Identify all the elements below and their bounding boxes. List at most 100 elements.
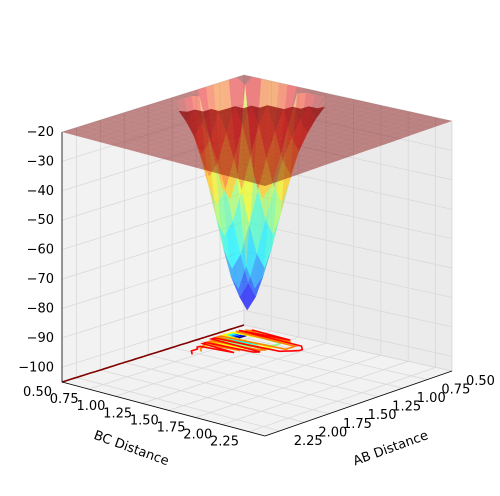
surface-patch (279, 173, 297, 178)
y-tick-label: 2.00 (183, 428, 212, 443)
surface-patch (278, 163, 295, 169)
surface-patch (216, 134, 233, 139)
surface-patch (335, 114, 352, 119)
surface-patch (286, 115, 303, 121)
surface-patch (161, 147, 179, 152)
surface-patch (211, 150, 228, 156)
surface-patch (375, 110, 393, 115)
floor-grid-y (142, 342, 327, 404)
surface-patch (305, 90, 322, 95)
surface-patch (255, 126, 272, 131)
surface-patch (310, 157, 327, 163)
surface-patch (303, 164, 320, 170)
surface-patch (270, 165, 287, 171)
surface-patch (135, 135, 152, 141)
surface-patch (306, 94, 323, 130)
surface-patch (142, 128, 159, 134)
surface-patch (228, 155, 245, 160)
surface-patch (137, 105, 154, 111)
surface-patch (420, 124, 437, 130)
surface-patch (176, 137, 193, 142)
surface-patch (195, 151, 212, 156)
surface-patch (118, 131, 135, 136)
surface-patch (77, 124, 94, 130)
surface-patch (293, 108, 310, 114)
surface-patch (258, 139, 275, 145)
surface-patch (174, 128, 191, 133)
surface-patch (338, 127, 355, 133)
surface-patch (240, 131, 257, 136)
wall-grid-z (243, 280, 453, 328)
surface-patch (187, 153, 204, 159)
surface-patch (214, 169, 231, 175)
surface-patch (288, 86, 305, 126)
surface-patch (344, 116, 361, 121)
surface-patch (179, 111, 196, 117)
surface-patch (260, 154, 277, 159)
surface-patch (249, 137, 266, 143)
surface-patch (112, 143, 129, 148)
surface-patch (326, 156, 343, 162)
surface-patch (160, 137, 177, 143)
surface-patch (99, 117, 116, 123)
surface-patch (238, 121, 255, 127)
surface-patch (208, 136, 225, 142)
surface-patch (199, 96, 216, 217)
x-tick-label: 0.50 (466, 374, 495, 389)
surface-patch (307, 143, 325, 148)
surface-patch (222, 122, 239, 127)
z-tick-label: −70 (27, 272, 54, 287)
surface-patch (272, 175, 289, 181)
surface-patch (245, 159, 262, 165)
surface-patch (196, 160, 213, 166)
surface-patch (315, 140, 332, 146)
surface-patch (323, 137, 340, 143)
surface-patch (235, 152, 253, 158)
surface-patch (231, 174, 248, 180)
surface-patch (252, 152, 269, 157)
surface-patch (322, 133, 339, 138)
surface-patch (238, 266, 255, 311)
gridlines (61, 74, 453, 433)
floor-grid-x (76, 377, 280, 432)
surface-patch (334, 154, 351, 159)
surface-patch (299, 110, 316, 152)
surface-patch (215, 216, 232, 269)
surface-patch (246, 119, 263, 124)
surface-patch (404, 129, 421, 135)
surface-patch (311, 117, 328, 122)
z-tick-label: −80 (27, 301, 54, 316)
surface-patch (302, 160, 319, 165)
surface-patch (215, 129, 232, 134)
surface-patch (331, 96, 348, 101)
surface-patch (221, 162, 238, 168)
surface-patch (324, 98, 341, 104)
surface-patch (239, 176, 256, 182)
surface-patch (249, 190, 266, 254)
surface-patch (293, 153, 310, 158)
surface-patch (228, 110, 245, 116)
surface-patch (301, 155, 319, 161)
surface-patch (385, 116, 402, 122)
x-tick-label: 1.00 (417, 391, 446, 406)
surface-patch (108, 119, 125, 125)
surface-patch (182, 125, 199, 131)
surface-patch (212, 115, 230, 121)
surface-patch (220, 157, 237, 163)
surface-patch (309, 152, 326, 158)
surface-patch (255, 176, 273, 182)
surface-patch (369, 117, 386, 122)
surface-patch (235, 108, 253, 113)
y-tick-label: 1.25 (103, 406, 132, 421)
surface-patch (154, 149, 171, 155)
surface-patch (133, 126, 151, 131)
surface-patch (126, 128, 143, 134)
surface-patch (267, 105, 284, 132)
surface-patch (262, 168, 280, 174)
surface-patch (120, 140, 137, 146)
wall-grid-z (243, 309, 453, 357)
surface-patch (380, 133, 397, 138)
surface-patch (247, 275, 264, 311)
surface-patch (143, 133, 160, 138)
surface-patch (271, 120, 288, 126)
